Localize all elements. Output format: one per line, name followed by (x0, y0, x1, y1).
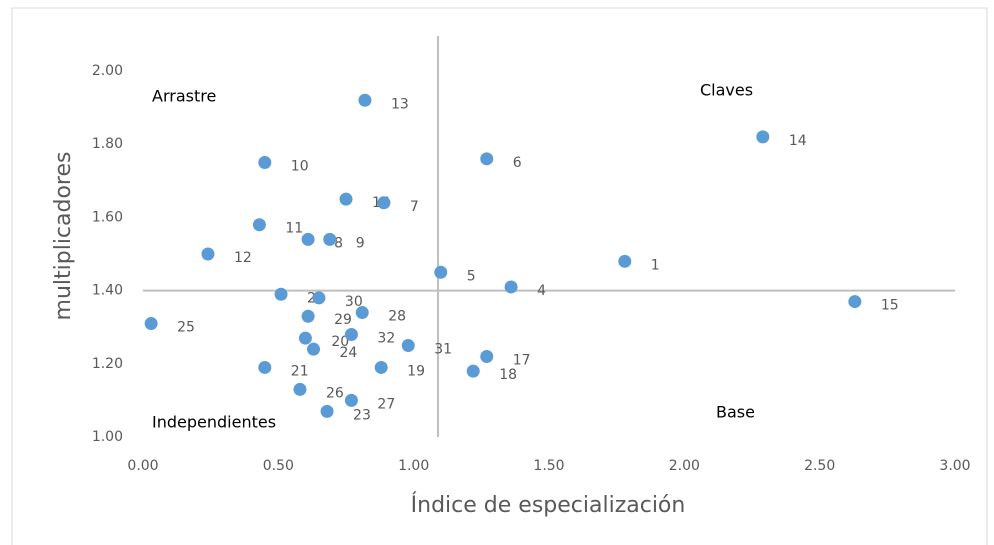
point (480, 152, 494, 166)
point (756, 130, 770, 144)
point (301, 309, 315, 323)
point (258, 360, 272, 374)
point (374, 360, 388, 374)
point (298, 331, 312, 345)
point-label: 19 (407, 363, 425, 379)
point-label: 11 (285, 221, 303, 237)
point (323, 232, 337, 246)
point-label: 17 (513, 352, 531, 368)
point-label: 5 (467, 268, 476, 284)
x-tick-label: 0.50 (263, 458, 294, 474)
point-label: 28 (388, 309, 406, 325)
point-label: 13 (391, 96, 409, 112)
point-label: 25 (177, 320, 195, 336)
point (344, 393, 358, 407)
point (312, 291, 326, 305)
point (618, 254, 632, 268)
annotation: Independientes (152, 413, 276, 432)
point (258, 156, 272, 169)
point-label: 12 (234, 250, 252, 266)
y-tick-label: 1.40 (92, 283, 123, 299)
point-label: 31 (434, 342, 452, 358)
point (401, 339, 415, 352)
point (339, 192, 353, 206)
point-label: 29 (334, 312, 352, 328)
point-label: 24 (340, 345, 358, 361)
point (480, 349, 494, 363)
y-tick-label: 1.00 (92, 429, 123, 445)
x-tick-label: 2.50 (804, 458, 835, 474)
point-label: 27 (377, 396, 395, 412)
point (848, 295, 862, 309)
x-tick-label: 1.50 (533, 458, 564, 474)
point-label: 10 (291, 159, 309, 175)
point (274, 287, 288, 301)
x-tick-label: 0.00 (127, 458, 158, 474)
x-tick-label: 2.00 (669, 458, 700, 474)
point (320, 404, 334, 418)
point-label: 7 (410, 199, 419, 215)
point (355, 306, 369, 320)
x-tick-label: 3.00 (939, 458, 970, 474)
point (434, 265, 448, 279)
chart-frame (11, 7, 988, 545)
point-label: 21 (291, 363, 309, 379)
point (144, 317, 158, 331)
y-tick-label: 2.00 (92, 63, 123, 79)
point-label: 18 (499, 367, 517, 383)
annotation: Claves (700, 81, 753, 100)
y-tick-label: 1.80 (92, 136, 123, 152)
point-label: 26 (326, 385, 344, 401)
point-label: 15 (881, 298, 899, 314)
annotation: Base (716, 403, 755, 422)
point-label: 14 (789, 133, 807, 149)
point (344, 328, 358, 342)
point (201, 247, 215, 261)
point (504, 280, 518, 294)
point-label: 30 (345, 294, 363, 310)
x-tick-label: 1.00 (398, 458, 429, 474)
point-label: 9 (356, 235, 365, 251)
point (307, 342, 321, 356)
point (377, 196, 391, 210)
point-label: 23 (353, 407, 371, 423)
point-label: 32 (377, 331, 395, 347)
point (252, 218, 266, 232)
point-label: 1 (651, 257, 660, 273)
x-axis-title: Índice de especialización (411, 492, 686, 518)
annotation: Arrastre (152, 87, 216, 106)
point (358, 93, 372, 107)
point-label: 6 (513, 155, 522, 171)
y-tick-label: 1.60 (92, 209, 123, 225)
point-label: 20 (331, 334, 349, 350)
point (301, 232, 315, 246)
point-label: 4 (537, 283, 546, 299)
point-label: 8 (334, 235, 343, 251)
point (293, 382, 307, 396)
point (466, 364, 480, 378)
y-tick-label: 1.20 (92, 356, 123, 372)
y-axis-title: multiplicadores (51, 152, 76, 321)
